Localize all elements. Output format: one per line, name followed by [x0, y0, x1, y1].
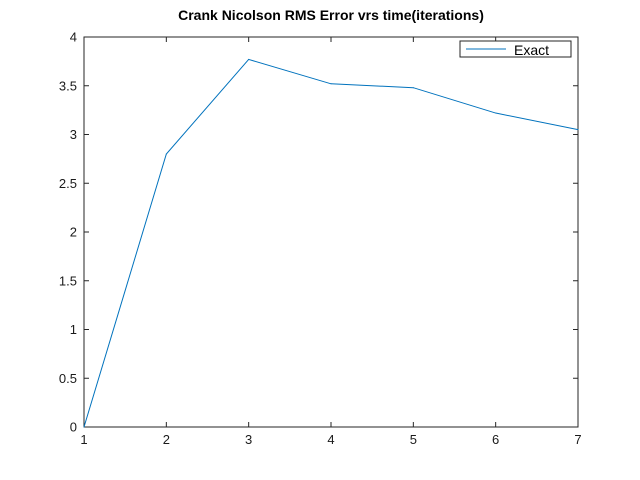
y-tick-label: 0 — [70, 420, 77, 435]
y-tick-label: 1.5 — [59, 273, 77, 288]
data-point — [577, 129, 579, 131]
y-tick-label: 2 — [70, 225, 77, 240]
legend-box — [459, 40, 572, 58]
y-tick-label: 2.5 — [59, 176, 77, 191]
legend: Exact — [459, 40, 572, 58]
x-tick-label: 4 — [327, 432, 334, 447]
x-tick-label: 7 — [574, 432, 581, 447]
data-point — [165, 153, 167, 155]
plot-area — [83, 36, 579, 428]
y-tick-label: 1 — [70, 322, 77, 337]
y-tick-label: 3 — [70, 127, 77, 142]
series-layer — [83, 58, 579, 428]
data-point — [412, 87, 414, 89]
y-tick-label: 4 — [70, 30, 77, 45]
x-tick-label: 5 — [410, 432, 417, 447]
data-point — [248, 58, 250, 60]
y-tick-label: 0.5 — [59, 371, 77, 386]
data-point — [83, 426, 85, 428]
chart-title: Crank Nicolson RMS Error vrs time(iterat… — [178, 7, 484, 23]
x-tick-label: 6 — [492, 432, 499, 447]
x-tick-label: 2 — [163, 432, 170, 447]
x-axis: 1 2 3 4 5 6 7 — [80, 37, 582, 447]
legend-label: Exact — [514, 42, 549, 58]
x-tick-label: 3 — [245, 432, 252, 447]
y-axis: 0 0.5 1 1.5 2 2.5 3 3.5 4 — [59, 30, 578, 435]
x-tick-label: 1 — [80, 432, 87, 447]
y-tick-label: 3.5 — [59, 78, 77, 93]
data-point — [330, 83, 332, 85]
data-point — [495, 112, 497, 114]
